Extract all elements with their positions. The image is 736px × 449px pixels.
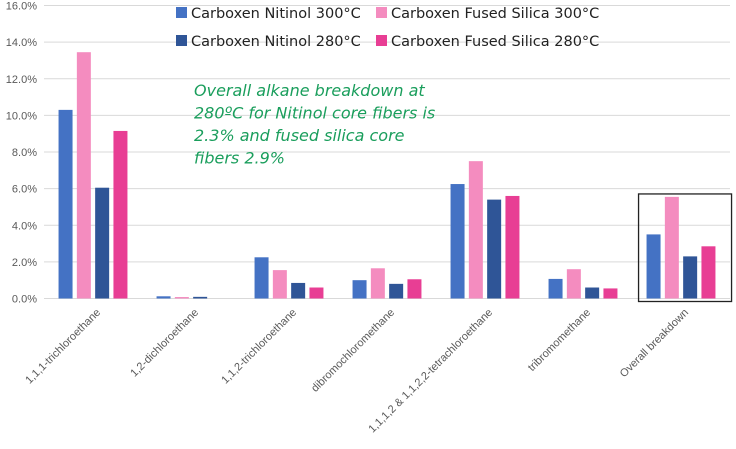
annotation-text: 280ºC for Nitinol core fibers is <box>194 104 435 123</box>
y-tick-label: 14.0% <box>6 37 37 49</box>
bar <box>76 52 91 299</box>
bar <box>113 130 128 299</box>
y-tick-label: 6.0% <box>12 184 37 196</box>
bar <box>664 196 679 299</box>
legend-swatch <box>176 7 187 18</box>
bar <box>701 246 716 299</box>
bar <box>450 184 465 299</box>
legend-label: Carboxen Fused Silica 280°C <box>391 34 599 50</box>
bar <box>389 283 404 299</box>
bar <box>156 296 171 299</box>
y-tick-label: 0.0% <box>12 294 37 306</box>
bar <box>683 256 698 299</box>
bar <box>58 109 73 299</box>
legend-swatch <box>176 35 187 46</box>
bar <box>407 279 422 299</box>
legend-item: Carboxen Nitinol 300°C <box>176 6 361 22</box>
y-tick-label: 2.0% <box>12 257 37 269</box>
y-tick-label: 8.0% <box>12 147 37 159</box>
y-tick-label: 4.0% <box>12 220 37 232</box>
bar <box>254 257 269 299</box>
legend-swatch <box>376 35 387 46</box>
bar <box>487 199 502 299</box>
legend-label: Carboxen Nitinol 300°C <box>191 6 361 22</box>
annotation-text: Overall alkane breakdown at <box>194 81 425 100</box>
category-label: 1,2-dichloroethane <box>128 307 201 380</box>
bar <box>468 161 483 299</box>
bar <box>585 287 600 299</box>
annotation-text: 2.3% and fused silica core <box>194 126 405 145</box>
bar <box>352 280 367 299</box>
category-label: tribromomethane <box>526 307 593 374</box>
bar <box>291 282 306 299</box>
bar <box>193 296 208 299</box>
bar <box>566 269 581 299</box>
y-tick-label: 10.0% <box>6 110 37 122</box>
y-tick-label: 16.0% <box>6 1 37 13</box>
legend-label: Carboxen Fused Silica 300°C <box>391 6 599 22</box>
bar <box>646 234 661 299</box>
y-tick-label: 12.0% <box>6 74 37 86</box>
bar <box>309 287 324 299</box>
legend-label: Carboxen Nitinol 280°C <box>191 34 361 50</box>
bar <box>95 187 110 299</box>
legend-item: Carboxen Fused Silica 280°C <box>376 34 599 50</box>
annotation-text: fibers 2.9% <box>194 149 285 168</box>
category-label: Overall breakdown <box>618 307 691 380</box>
legend-item: Carboxen Fused Silica 300°C <box>376 6 599 22</box>
legend-swatch <box>376 7 387 18</box>
bar <box>174 297 189 299</box>
bar <box>548 278 563 299</box>
category-label: 1,1,2-trichloroethane <box>219 307 299 387</box>
category-label: dibromochloromethane <box>309 307 397 395</box>
bar <box>603 288 618 299</box>
bar <box>370 268 385 299</box>
legend-item: Carboxen Nitinol 280°C <box>176 34 361 50</box>
bar <box>505 195 520 299</box>
bar <box>272 270 287 299</box>
category-label: 1,1,1-trichloroethane <box>23 307 103 387</box>
highlight-box <box>637 193 733 303</box>
